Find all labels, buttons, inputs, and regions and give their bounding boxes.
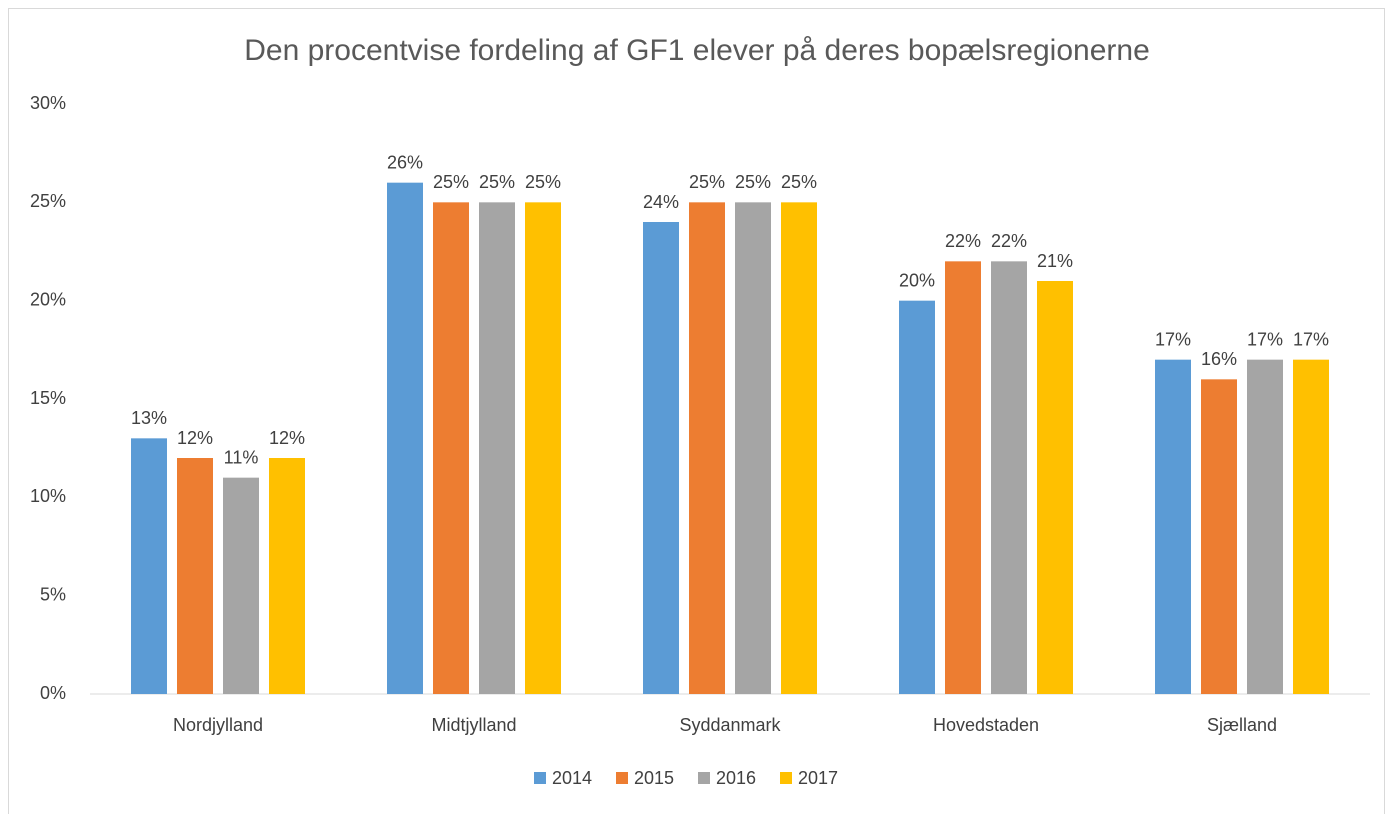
- bar: [735, 202, 771, 695]
- chart-title: Den procentvise fordeling af GF1 elever …: [244, 34, 1150, 67]
- y-tick-label: 30%: [30, 93, 66, 113]
- bar: [177, 458, 213, 694]
- data-label: 21%: [1037, 251, 1073, 271]
- data-label: 22%: [945, 231, 981, 251]
- bar: [945, 261, 981, 694]
- data-label: 20%: [899, 270, 935, 290]
- bar: [387, 182, 423, 694]
- bar: [525, 202, 561, 695]
- legend-swatch: [780, 772, 792, 784]
- data-label: 12%: [269, 428, 305, 448]
- data-label: 11%: [224, 447, 259, 467]
- data-label: 16%: [1201, 349, 1237, 369]
- legend-label: 2015: [634, 768, 674, 788]
- data-label: 24%: [643, 192, 679, 212]
- y-tick-label: 10%: [30, 486, 66, 506]
- x-tick-label: Hovedstaden: [933, 715, 1039, 735]
- bar: [131, 438, 167, 694]
- bar: [1293, 359, 1329, 694]
- bar: [899, 300, 935, 694]
- data-label: 17%: [1155, 329, 1191, 349]
- bar: [223, 477, 259, 694]
- data-label: 22%: [991, 231, 1027, 251]
- legend-swatch: [616, 772, 628, 784]
- data-label: 25%: [433, 172, 469, 192]
- bar: [433, 202, 469, 695]
- data-label: 25%: [525, 172, 561, 192]
- bar: [1201, 379, 1237, 694]
- x-tick-label: Syddanmark: [679, 715, 781, 735]
- data-label: 25%: [689, 172, 725, 192]
- x-tick-label: Nordjylland: [173, 715, 263, 735]
- y-tick-label: 25%: [30, 191, 66, 211]
- bar: [1155, 359, 1191, 694]
- data-label: 17%: [1247, 329, 1283, 349]
- data-label: 12%: [177, 428, 213, 448]
- y-tick-label: 5%: [40, 584, 66, 604]
- bar: [643, 222, 679, 694]
- data-label: 25%: [781, 172, 817, 192]
- legend-swatch: [534, 772, 546, 784]
- data-label: 13%: [131, 408, 167, 428]
- bar: [1037, 281, 1073, 694]
- y-tick-label: 0%: [40, 683, 66, 703]
- y-tick-label: 15%: [30, 388, 66, 408]
- data-label: 25%: [479, 172, 515, 192]
- legend-label: 2017: [798, 768, 838, 788]
- bar: [689, 202, 725, 695]
- data-label: 17%: [1293, 329, 1329, 349]
- legend-label: 2016: [716, 768, 756, 788]
- bar: [269, 458, 305, 694]
- data-label: 25%: [735, 172, 771, 192]
- data-label: 26%: [387, 152, 423, 172]
- bar: [479, 202, 515, 695]
- bar: [781, 202, 817, 695]
- legend-swatch: [698, 772, 710, 784]
- y-tick-label: 20%: [30, 289, 66, 309]
- x-tick-label: Midtjylland: [431, 715, 516, 735]
- bar: [1247, 359, 1283, 694]
- x-tick-label: Sjælland: [1207, 715, 1277, 735]
- bar: [991, 261, 1027, 694]
- legend-label: 2014: [552, 768, 592, 788]
